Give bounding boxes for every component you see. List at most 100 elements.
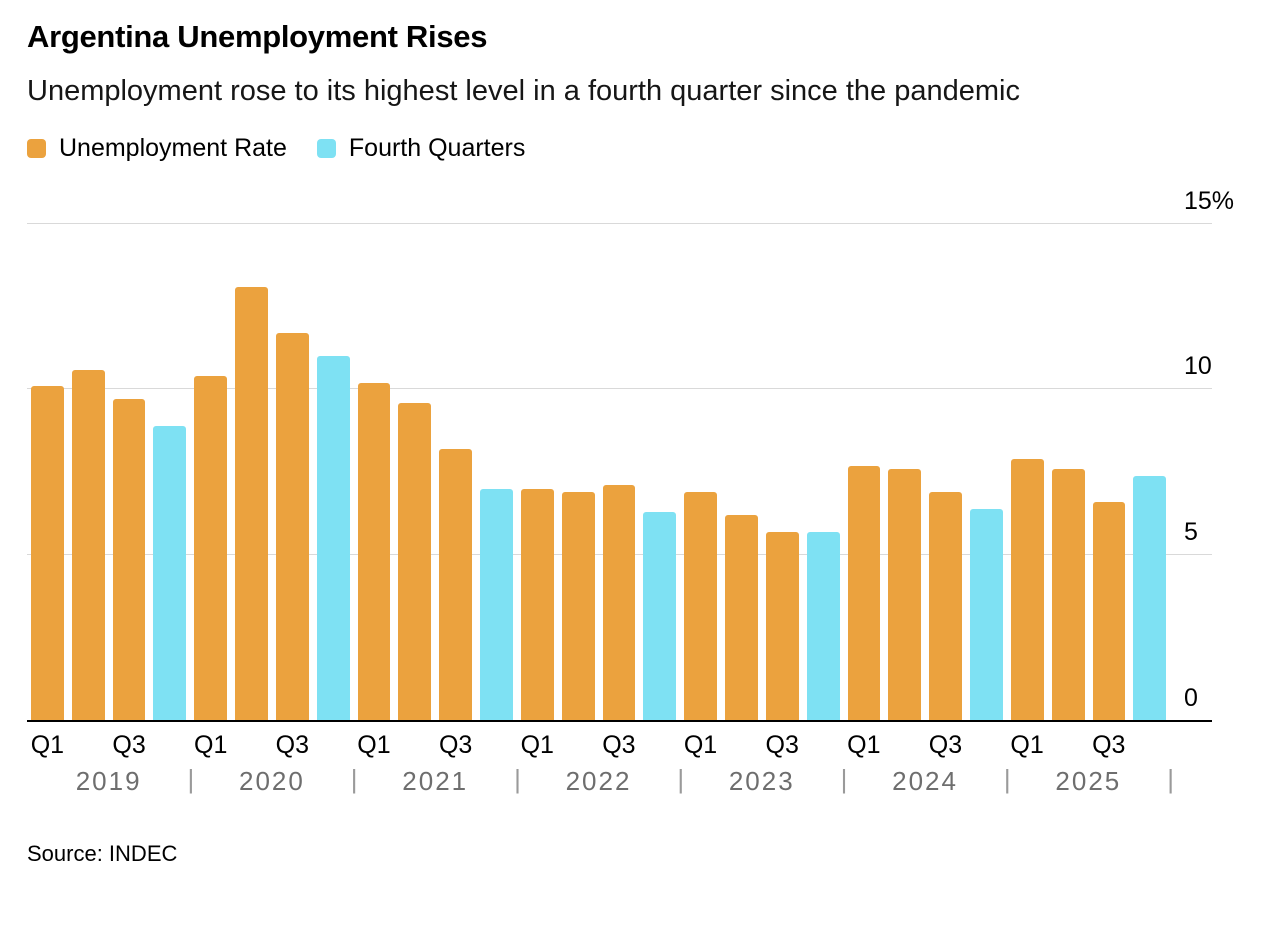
bar-chart: 0 5 10 15% Q1 Q3 Q1 Q3 Q1 Q3 Q1 Q3 Q1 Q3 Q1 Q3 Q1 Q3 201… [27,187,1255,797]
quarter-ticks-2022: Q1 Q3 [517,721,680,760]
year-text: 2021 [402,765,469,796]
bar-2025-q1 [1010,458,1044,721]
x-tick-label: Q3 [275,730,310,759]
year-label-2022: 2022 | [517,760,685,797]
x-tick-label [1048,731,1089,760]
chart-subtitle: Unemployment rose to its highest level i… [27,74,1020,107]
plot-area: 0 5 10 15% [27,187,1234,722]
x-tick-label [966,731,1007,760]
bar-2023-q1 [684,492,718,721]
quarter-ticks-2021: Q1 Q3 [354,721,517,760]
bar-2022-q2 [561,492,595,721]
bar-2022-q3 [602,485,636,721]
bar-2022-q4 [643,511,677,721]
x-tick-label [1129,731,1170,760]
x-tick-label: Q1 [30,730,65,759]
legend-item-fourth-quarters: Fourth Quarters [316,133,526,163]
x-tick-label [803,731,844,760]
year-label-2024: 2024 | [843,760,1011,797]
x-tick-label [884,731,925,760]
y-axis-label: 0 [1184,683,1198,712]
x-tick-label: Q1 [357,730,391,759]
legend-swatch [27,138,46,158]
year-separator: | [350,763,358,794]
bar-2025-q4 [1133,475,1167,721]
bar-2023-q3 [765,531,799,721]
x-tick-label: Q3 [602,730,636,759]
bar-2019-q4 [153,425,187,721]
bar-2025-q2 [1051,468,1085,721]
x-tick-label: Q1 [683,730,718,759]
x-tick-label: Q3 [928,730,963,759]
bar-2022-q1 [520,488,554,721]
bar-2024-q3 [929,492,963,721]
legend-label: Unemployment Rate [59,133,287,162]
chart-title: Argentina Unemployment Rises [27,19,488,54]
gridline-15 [27,222,1212,224]
bar-2021-q3 [439,449,473,721]
bar-2021-q2 [398,402,432,721]
year-text: 2023 [728,765,795,796]
x-tick-label [639,731,680,760]
chart-legend: Unemployment Rate Fourth Quarters [27,134,1255,163]
gridline-10 [27,388,1212,390]
x-tick-label: Q3 [765,730,799,759]
x-tick-label: Q3 [112,730,146,759]
year-separator: | [677,763,685,794]
x-tick-label: Q1 [1010,730,1044,759]
year-label-2025: 2025 | [1007,760,1174,797]
bar-2023-q2 [725,515,758,721]
year-separator: | [187,763,195,794]
legend-item-unemployment-rate: Unemployment Rate [27,134,287,163]
bar-2019-q2 [71,369,105,721]
y-axis-label: 15% [1184,186,1235,215]
bar-2020-q4 [316,356,350,721]
year-separator: | [840,763,848,794]
year-text: 2019 [75,765,142,796]
quarter-ticks-2025: Q1 Q3 [1007,721,1170,760]
quarter-ticks-2023: Q1 Q3 [680,721,843,760]
year-text: 2022 [565,765,632,796]
x-axis-baseline [27,719,1212,722]
bar-2024-q1 [847,465,881,721]
x-axis-year-labels: 2019 | 2020 | 2021 | 2022 | 2023 | 2024 | 2025 | [27,760,1174,797]
chart-card: Argentina Unemployment Rises Unemploymen… [27,19,1255,866]
bar-2020-q3 [275,333,309,721]
year-text: 2020 [239,765,305,796]
year-label-2021: 2021 | [354,760,521,797]
bar-2021-q1 [357,382,391,721]
source-note: Source: INDEC [27,840,178,866]
x-tick-label: Q1 [847,730,881,759]
bar-2024-q4 [970,508,1003,721]
x-tick-label [721,731,762,760]
bar-2023-q4 [806,531,840,721]
quarter-ticks-2020: Q1 Q3 [190,721,353,760]
year-text: 2025 [1055,765,1122,796]
legend-swatch [316,138,336,158]
x-tick-label [558,731,599,760]
bar-2020-q1 [194,376,228,721]
quarter-ticks-2024: Q1 Q3 [843,721,1006,760]
y-axis-label: 10 [1184,352,1212,381]
year-separator: | [514,763,521,794]
year-separator: | [1167,763,1174,794]
x-tick-label [231,731,272,760]
year-label-2020: 2020 | [190,760,358,797]
bar-2024-q2 [888,468,922,721]
bar-2021-q4 [480,488,513,721]
x-tick-label [313,731,354,760]
year-text: 2024 [892,765,958,796]
bar-2020-q2 [235,286,268,721]
bar-2019-q1 [31,386,64,721]
y-axis-label: 5 [1184,518,1198,547]
x-tick-label: Q1 [194,730,228,759]
x-tick-label [476,731,517,760]
x-tick-label [394,731,435,760]
year-label-2019: 2019 | [27,760,195,797]
bars-container [27,191,1170,721]
x-tick-label [149,731,190,760]
legend-label: Fourth Quarters [348,133,526,162]
x-tick-label [68,731,109,760]
bar-2025-q3 [1092,502,1126,721]
year-label-2023: 2023 | [680,760,848,797]
